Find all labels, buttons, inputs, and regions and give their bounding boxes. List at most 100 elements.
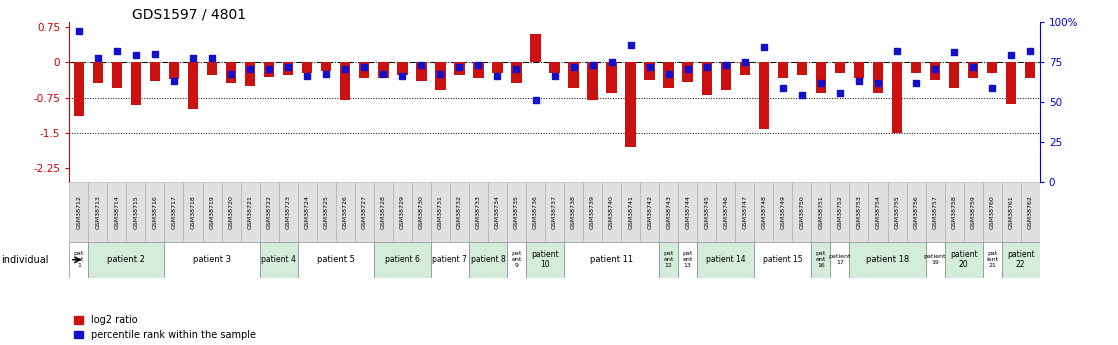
Text: GSM38750: GSM38750 xyxy=(799,195,804,229)
Bar xyxy=(226,62,236,83)
Point xyxy=(907,81,925,86)
Point xyxy=(983,85,1001,90)
FancyBboxPatch shape xyxy=(487,182,506,242)
Text: GSM38731: GSM38731 xyxy=(438,195,443,229)
FancyBboxPatch shape xyxy=(831,242,850,278)
Point xyxy=(394,73,411,79)
Text: GSM38740: GSM38740 xyxy=(609,195,614,229)
Bar xyxy=(778,62,788,78)
FancyBboxPatch shape xyxy=(793,182,812,242)
Point xyxy=(736,60,754,65)
FancyBboxPatch shape xyxy=(240,182,259,242)
FancyBboxPatch shape xyxy=(164,242,259,278)
Bar xyxy=(112,62,122,88)
Point xyxy=(945,50,963,55)
Text: GSM38739: GSM38739 xyxy=(590,195,595,229)
Bar xyxy=(416,62,427,81)
FancyBboxPatch shape xyxy=(373,182,392,242)
Point xyxy=(584,62,601,68)
Bar xyxy=(302,62,312,73)
Bar xyxy=(587,62,598,100)
FancyBboxPatch shape xyxy=(850,242,926,278)
Bar xyxy=(454,62,465,76)
FancyBboxPatch shape xyxy=(603,182,622,242)
Point xyxy=(831,90,849,96)
Bar xyxy=(131,62,141,105)
Text: patient 4: patient 4 xyxy=(262,255,296,264)
Point xyxy=(184,55,202,61)
Text: GSM38747: GSM38747 xyxy=(742,195,747,229)
Bar xyxy=(816,62,826,93)
Text: GSM38755: GSM38755 xyxy=(894,195,900,229)
Point xyxy=(451,64,468,69)
Point xyxy=(356,64,373,69)
Bar xyxy=(264,62,274,77)
FancyBboxPatch shape xyxy=(525,242,565,278)
FancyBboxPatch shape xyxy=(717,182,736,242)
Text: GSM38738: GSM38738 xyxy=(571,195,576,229)
Point xyxy=(660,71,678,76)
FancyBboxPatch shape xyxy=(278,182,297,242)
Bar xyxy=(283,62,293,76)
FancyBboxPatch shape xyxy=(1002,242,1040,278)
Bar xyxy=(492,62,503,73)
Point xyxy=(89,55,107,61)
Point xyxy=(964,64,982,69)
FancyBboxPatch shape xyxy=(69,182,88,242)
FancyBboxPatch shape xyxy=(736,182,755,242)
FancyBboxPatch shape xyxy=(411,182,430,242)
FancyBboxPatch shape xyxy=(964,182,983,242)
Text: GSM38717: GSM38717 xyxy=(171,195,177,229)
Text: GSM38712: GSM38712 xyxy=(76,195,82,229)
Point xyxy=(679,67,697,72)
Text: GSM38742: GSM38742 xyxy=(647,195,652,229)
Legend: log2 ratio, percentile rank within the sample: log2 ratio, percentile rank within the s… xyxy=(74,315,256,340)
Bar xyxy=(759,62,769,129)
Point xyxy=(888,48,906,54)
FancyBboxPatch shape xyxy=(88,242,164,278)
Bar xyxy=(169,62,179,79)
Point xyxy=(1002,52,1020,58)
Bar xyxy=(644,62,655,80)
Text: pat
ient
21: pat ient 21 xyxy=(986,252,998,268)
Text: GSM38749: GSM38749 xyxy=(780,195,785,229)
Text: patient 7: patient 7 xyxy=(433,255,467,264)
FancyBboxPatch shape xyxy=(107,182,126,242)
Point xyxy=(375,71,392,76)
Text: pat
ent
9: pat ent 9 xyxy=(511,252,522,268)
FancyBboxPatch shape xyxy=(660,182,679,242)
Text: pat
ent
12: pat ent 12 xyxy=(663,252,674,268)
Bar xyxy=(188,62,198,109)
Text: GSM38744: GSM38744 xyxy=(685,195,690,229)
Bar xyxy=(606,62,617,93)
Point xyxy=(527,98,544,103)
FancyBboxPatch shape xyxy=(183,182,202,242)
FancyBboxPatch shape xyxy=(164,182,183,242)
FancyBboxPatch shape xyxy=(679,242,698,278)
Text: GSM38721: GSM38721 xyxy=(247,195,253,229)
Text: patient 6: patient 6 xyxy=(385,255,419,264)
Text: GSM38730: GSM38730 xyxy=(419,195,424,229)
FancyBboxPatch shape xyxy=(869,182,888,242)
Bar xyxy=(340,62,350,100)
Bar xyxy=(511,62,522,83)
Bar xyxy=(949,62,959,88)
Text: patient 2: patient 2 xyxy=(107,255,145,264)
FancyBboxPatch shape xyxy=(468,242,506,278)
FancyBboxPatch shape xyxy=(506,182,525,242)
FancyBboxPatch shape xyxy=(565,242,660,278)
Point xyxy=(641,64,659,69)
Point xyxy=(698,64,716,69)
FancyBboxPatch shape xyxy=(926,242,945,278)
Text: GSM38733: GSM38733 xyxy=(476,195,481,229)
FancyBboxPatch shape xyxy=(259,242,297,278)
Bar xyxy=(720,62,731,90)
Bar xyxy=(1025,62,1035,78)
FancyBboxPatch shape xyxy=(622,182,641,242)
Text: GSM38757: GSM38757 xyxy=(932,195,938,229)
Bar xyxy=(74,62,84,116)
FancyBboxPatch shape xyxy=(430,242,468,278)
Point xyxy=(565,64,582,69)
Text: GSM38751: GSM38751 xyxy=(818,195,824,229)
FancyBboxPatch shape xyxy=(449,182,468,242)
